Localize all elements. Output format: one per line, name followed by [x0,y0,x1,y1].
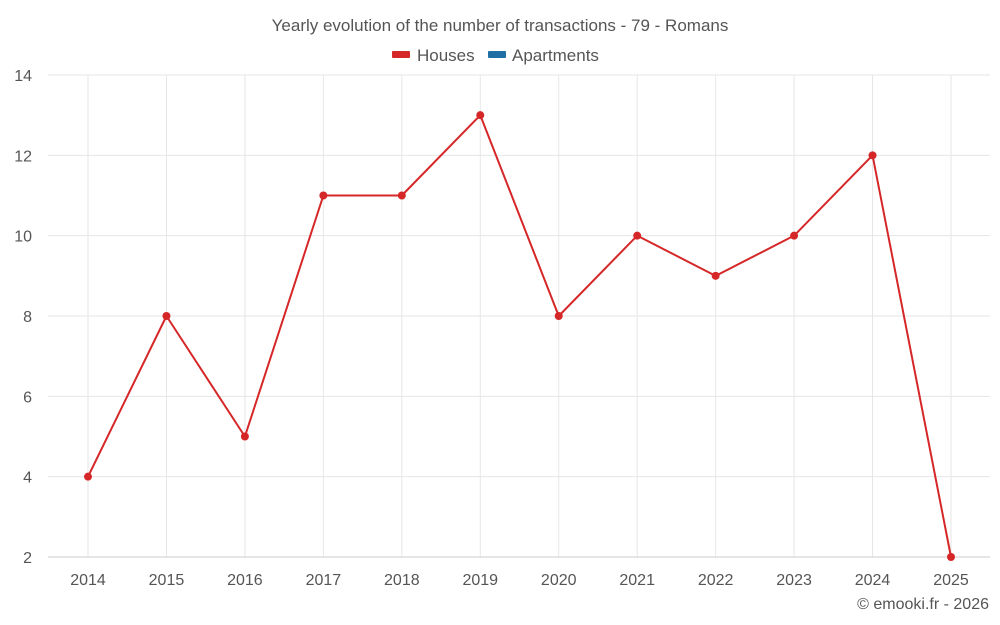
data-point-houses-2016[interactable] [240,432,249,441]
data-point-houses-2015[interactable] [162,312,171,320]
legend: Houses Apartments [392,46,599,65]
data-point-houses-2018[interactable] [397,191,406,200]
data-point-houses-2022[interactable] [711,271,720,280]
y-tick-label: 14 [14,68,32,85]
data-point-houses-2023[interactable] [790,231,799,240]
y-tick-label: 10 [14,229,32,246]
y-tick-label: 12 [14,148,32,165]
data-point-houses-2024[interactable] [868,151,877,160]
y-tick-label: 4 [23,470,32,487]
x-tick-label: 2019 [462,572,498,589]
series-houses [84,111,955,561]
x-tick-label: 2021 [619,572,655,589]
x-tick-label: 2015 [149,572,185,589]
data-point-houses-2025[interactable] [947,553,955,561]
series-line-houses [87,114,952,558]
legend-label-apartments: Apartments [512,46,599,65]
y-axis-ticks: 2 4 6 8 10 12 14 [14,68,32,567]
y-tick-label: 2 [23,550,32,567]
x-tick-label: 2025 [933,572,969,589]
legend-swatch-apartments [488,51,506,58]
y-tick-label: 6 [23,389,32,406]
y-tick-label: 8 [23,309,32,326]
x-tick-label: 2017 [306,572,342,589]
x-tick-label: 2024 [855,572,891,589]
data-point-houses-2019[interactable] [476,111,485,120]
data-point-houses-2020[interactable] [554,312,563,320]
x-tick-label: 2020 [541,572,577,589]
x-tick-label: 2022 [698,572,734,589]
chart-title: Yearly evolution of the number of transa… [272,16,729,35]
x-tick-label: 2023 [776,572,812,589]
data-point-houses-2017[interactable] [319,191,328,200]
legend-item-apartments[interactable]: Apartments [488,46,599,65]
x-axis-ticks: 2014 2015 2016 2017 2018 2019 2020 2021 2022 2023… [70,572,969,589]
legend-item-houses[interactable]: Houses [392,46,475,65]
x-tick-label: 2016 [227,572,263,589]
data-point-houses-2021[interactable] [633,231,642,240]
credit-text: © emooki.fr - 2026 [857,596,989,613]
y-gridlines [48,74,990,478]
x-tick-label: 2018 [384,572,420,589]
legend-label-houses: Houses [417,46,475,65]
data-point-houses-2014[interactable] [84,472,92,481]
x-tick-label: 2014 [70,572,106,589]
legend-swatch-houses [392,51,410,58]
